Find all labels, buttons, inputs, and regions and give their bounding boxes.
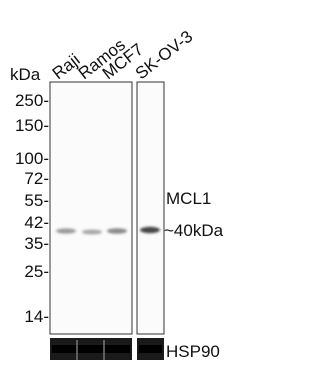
marker-label: 250- — [15, 91, 49, 110]
marker-label: 35- — [24, 234, 49, 253]
target-label: MCL1 — [166, 189, 211, 208]
band-size-label: ~40kDa — [164, 221, 224, 240]
marker-unit: kDa — [10, 65, 41, 84]
blot-panel — [50, 82, 132, 334]
marker-label: 55- — [24, 191, 49, 210]
marker-label: 14- — [24, 307, 49, 326]
loading-band — [139, 345, 162, 353]
marker-label: 25- — [24, 262, 49, 281]
loading-band — [52, 345, 130, 353]
loading-control-label: HSP90 — [166, 342, 220, 360]
blot-panel — [137, 82, 164, 334]
band — [140, 227, 160, 233]
marker-label: 42- — [24, 213, 49, 232]
band — [82, 230, 102, 235]
band — [56, 228, 76, 233]
western-blot: kDa MCL1 ~40kDa HSP90 RajiRamosMCF7SK-OV… — [0, 0, 241, 360]
marker-label: 72- — [24, 169, 49, 188]
marker-label: 100- — [15, 149, 49, 168]
marker-label: 150- — [15, 116, 49, 135]
band — [107, 228, 127, 234]
